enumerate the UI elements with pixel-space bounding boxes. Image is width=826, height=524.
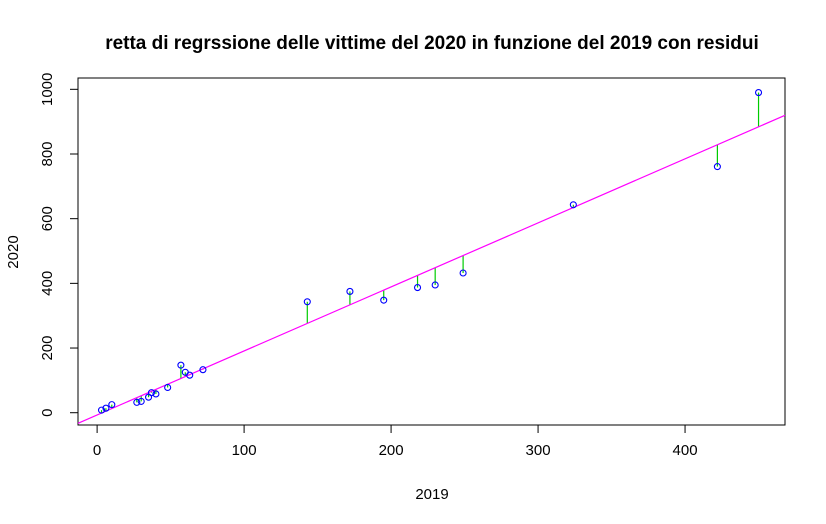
data-point: [431, 281, 439, 289]
data-point: [346, 287, 354, 295]
chart-title: retta di regrssione delle vittime del 20…: [105, 33, 759, 54]
y-tick-label: 600: [39, 206, 56, 231]
data-point: [102, 404, 110, 412]
x-axis: 0 100 200 300 400: [93, 424, 698, 459]
y-tick-label: 0: [39, 409, 56, 417]
data-point: [380, 296, 388, 304]
data-point: [303, 298, 311, 306]
y-axis-label: 2020: [5, 235, 22, 268]
x-tick-label: 400: [673, 442, 698, 459]
x-tick-label: 200: [379, 442, 404, 459]
data-point: [97, 406, 106, 414]
y-tick-label: 200: [39, 336, 56, 361]
x-axis-label: 2019: [415, 486, 448, 503]
data-point: [413, 284, 422, 292]
y-axis: 0 200 400 600 800 1000: [39, 73, 79, 417]
y-tick-label: 400: [39, 271, 56, 296]
y-tick-label: 1000: [39, 73, 56, 106]
points-group: [97, 89, 763, 414]
data-point: [133, 398, 141, 406]
data-point: [199, 366, 207, 374]
regression-line: [77, 114, 786, 424]
y-tick-label: 800: [39, 141, 56, 166]
data-point: [459, 269, 467, 277]
x-tick-label: 0: [93, 442, 101, 459]
data-point: [754, 89, 763, 97]
x-tick-label: 100: [232, 442, 257, 459]
residuals-group: [100, 92, 760, 414]
data-point: [713, 163, 721, 171]
data-point: [177, 361, 185, 369]
data-point: [108, 401, 116, 409]
x-tick-label: 300: [526, 442, 551, 459]
data-point: [137, 397, 145, 405]
data-point: [152, 390, 160, 398]
data-point: [569, 201, 577, 209]
plot-frame: [77, 77, 786, 426]
data-point: [186, 371, 194, 379]
data-point: [147, 389, 156, 397]
data-point: [164, 383, 172, 392]
